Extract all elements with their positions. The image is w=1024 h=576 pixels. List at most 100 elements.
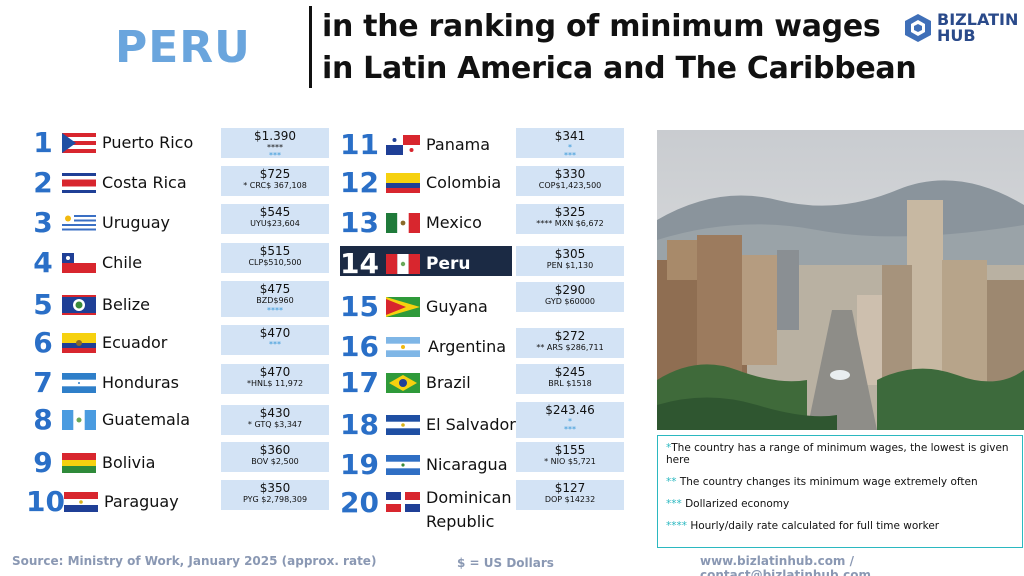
wage-box-5: $475 BZD$960 **** [221, 281, 329, 317]
rank-row-10: 10 Paraguay [26, 485, 179, 518]
wage-note: *** [564, 151, 576, 160]
wage-box-10: $350 PYG $2,798,309 [221, 480, 329, 510]
panama-flag-icon [386, 134, 420, 155]
legend-text: Hourly/daily rate calculated for full ti… [687, 520, 940, 532]
rank-number: 19 [340, 448, 379, 481]
wage-usd: $155 [554, 443, 586, 457]
wage-local: * [568, 143, 572, 152]
wage-box-4: $515 CLP$510,500 [221, 243, 329, 273]
country-name: El Salvador [426, 415, 516, 434]
wage-note: **** [267, 306, 283, 315]
rank-number: 15 [340, 290, 379, 323]
paraguay-flag-icon [64, 491, 98, 512]
rank-row-15: 15 Guyana [340, 290, 488, 323]
rank-number: 16 [340, 330, 379, 363]
wage-local: *HNL$ 11,972 [246, 379, 304, 388]
argentina-flag-icon [386, 336, 420, 357]
wage-usd: $341 [554, 129, 586, 143]
chile-flag-icon [62, 252, 96, 273]
country-name: Paraguay [104, 492, 179, 511]
country-name-line-2: Republic [426, 512, 495, 531]
wage-usd: $245 [554, 365, 586, 379]
legend-item-2: ** The country changes its minimum wage … [666, 476, 1014, 488]
wage-usd: $1.390 [254, 129, 296, 143]
colombia-flag-icon [386, 172, 420, 193]
wage-box-2: $725 * CRC$ 367,108 [221, 166, 329, 196]
rank-number: 17 [340, 366, 379, 399]
wage-local: ** ARS $286,711 [536, 343, 604, 352]
wage-local: **** [267, 143, 283, 152]
legend-item-4: **** Hourly/daily rate calculated for fu… [666, 520, 1014, 532]
wage-usd: $515 [259, 244, 291, 258]
rank-number: 6 [33, 326, 53, 359]
country-name: Mexico [426, 213, 482, 232]
rank-row-12: 12 Colombia [340, 166, 501, 199]
wage-box-1: $1.390 **** *** [221, 128, 329, 160]
legend-star: *** [666, 498, 682, 510]
country-name: Ecuador [102, 333, 168, 352]
bolivia-flag-icon [62, 452, 96, 473]
country-name: Honduras [102, 373, 179, 392]
wage-usd: $350 [259, 481, 291, 495]
bizlatinhub-logo[interactable]: BIZLATIN HUB [903, 12, 1018, 44]
wage-usd: $325 [554, 205, 586, 219]
rank-row-17: 17 Brazil [340, 366, 471, 399]
honduras-flag-icon [62, 372, 96, 393]
wage-usd: $475 [259, 282, 291, 296]
nicaragua-flag-icon [386, 454, 420, 475]
country-name: Brazil [426, 373, 471, 392]
rank-number: 11 [340, 128, 379, 161]
rank-row-5: 5 Belize [32, 288, 150, 321]
rank-number: 3 [33, 206, 53, 239]
belize-flag-icon [62, 294, 96, 315]
wage-box-18: $243.46 * *** [516, 402, 624, 438]
rank-row-13: 13 Mexico [340, 206, 482, 239]
rank-number: 2 [33, 166, 53, 199]
wage-usd: $272 [554, 329, 586, 343]
legend-box: *The country has a range of minimum wage… [657, 435, 1023, 548]
wage-box-12: $330 COP$1,423,500 [516, 166, 624, 196]
wage-box-16: $272 ** ARS $286,711 [516, 328, 624, 358]
legend-star: **** [666, 520, 687, 532]
country-name: Costa Rica [102, 173, 187, 192]
el-salvador-flag-icon [386, 414, 420, 435]
wage-local: * GTQ $3,347 [247, 420, 303, 429]
footer-contact-link[interactable]: www.bizlatinhub.com / contact@bizlatinhu… [700, 554, 871, 576]
rank-number: 14 [340, 247, 379, 280]
rank-row-18: 18 El Salvador [340, 408, 516, 441]
wage-local: * [568, 417, 572, 426]
rank-number: 10 [26, 485, 65, 518]
headline-line-2: in Latin America and The Caribbean [322, 51, 917, 86]
wage-box-19: $155 * NIO $5,721 [516, 442, 624, 472]
rank-row-6: 6 Ecuador [32, 326, 167, 359]
country-name: Chile [102, 253, 143, 272]
wage-local: * NIO $5,721 [544, 457, 596, 466]
wage-usd: $330 [554, 167, 586, 181]
wage-local: BOV $2,500 [251, 457, 299, 466]
rank-row-7: 7 Honduras [32, 366, 179, 399]
country-name: Peru [426, 253, 471, 274]
wage-usd: $470 [259, 365, 291, 379]
peru-flag-icon [386, 253, 420, 274]
country-name: Uruguay [102, 213, 170, 232]
rank-number: 5 [33, 288, 53, 321]
guatemala-flag-icon [62, 409, 96, 430]
logo-text-line-2: HUB [937, 26, 976, 45]
wage-local: CLP$510,500 [248, 258, 302, 267]
country-name: Bolivia [102, 453, 156, 472]
costa-rica-flag-icon [62, 172, 96, 193]
wage-usd: $305 [554, 247, 586, 261]
ecuador-flag-icon [62, 332, 96, 353]
wage-local: GYD $60000 [545, 297, 595, 306]
uruguay-flag-icon [62, 212, 96, 233]
country-title: PERU [115, 22, 251, 73]
wage-usd: $725 [259, 167, 291, 181]
wage-usd: $290 [554, 283, 586, 297]
wage-local: BRL $1518 [548, 379, 592, 388]
rank-row-14: 14 Peru [340, 247, 470, 280]
wage-local: UYU$23,604 [250, 219, 300, 228]
city-photo [657, 130, 1024, 430]
wage-usd: $470 [259, 326, 291, 340]
rank-number: 20 [340, 486, 379, 519]
mexico-flag-icon [386, 212, 420, 233]
